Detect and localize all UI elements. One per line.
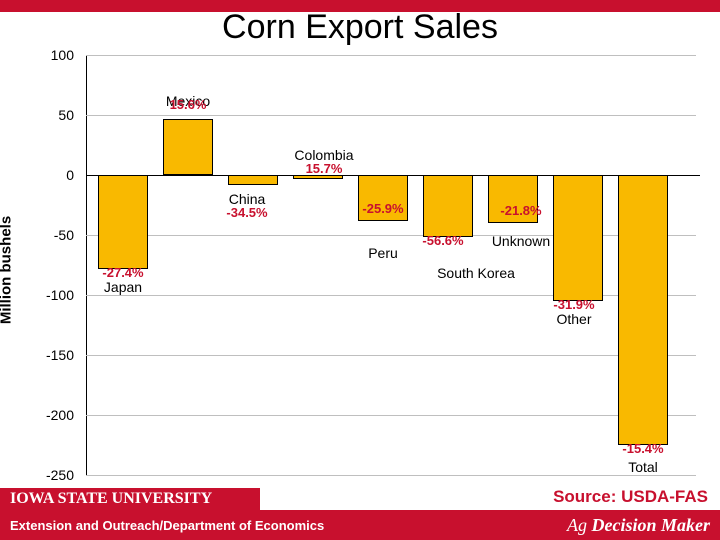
category-label: Unknown [492, 233, 550, 249]
value-label: -31.9% [553, 297, 594, 312]
gridline [86, 475, 696, 476]
plot-region: Japan-27.4%Mexico15.6%China-34.5%Colombi… [86, 55, 696, 475]
gridline [86, 295, 696, 296]
y-tick-label: 50 [12, 107, 74, 123]
gridline [86, 115, 696, 116]
page-title: Corn Export Sales [0, 8, 720, 47]
bar-south-korea [423, 175, 473, 237]
gridline [86, 55, 696, 56]
value-label: -15.4% [622, 441, 663, 456]
category-label: Total [628, 459, 658, 475]
value-label: -27.4% [102, 265, 143, 280]
bar-japan [98, 175, 148, 269]
value-label: -56.6% [422, 233, 463, 248]
y-axis-line [86, 55, 87, 475]
value-label: -25.9% [362, 201, 403, 216]
value-label: -21.8% [500, 203, 541, 218]
bar-mexico [163, 119, 213, 175]
gridline [86, 235, 696, 236]
value-label: 15.7% [306, 161, 343, 176]
gridline [86, 415, 696, 416]
y-tick-label: -150 [12, 347, 74, 363]
y-tick-label: -50 [12, 227, 74, 243]
source-text: Source: USDA-FAS [553, 487, 708, 507]
bar-other [553, 175, 603, 301]
bar-total [618, 175, 668, 445]
category-label: South Korea [437, 265, 515, 281]
gridline [86, 355, 696, 356]
isu-logo-bar: IOWA STATE UNIVERSITY [0, 488, 260, 510]
footer-ag: Ag [567, 515, 587, 535]
y-tick-label: 0 [12, 167, 74, 183]
footer-right-text: Ag Decision Maker [567, 515, 710, 536]
value-label: -34.5% [226, 205, 267, 220]
y-tick-label: -100 [12, 287, 74, 303]
bar-china [228, 175, 278, 185]
value-label: 15.6% [170, 97, 207, 112]
chart-area: Million bushels Japan-27.4%Mexico15.6%Ch… [12, 55, 708, 485]
isu-logo-text: IOWA STATE UNIVERSITY [10, 490, 212, 508]
category-label: Japan [104, 279, 142, 295]
y-tick-label: -250 [12, 467, 74, 483]
footer-left-text: Extension and Outreach/Department of Eco… [10, 518, 324, 533]
category-label: Other [556, 311, 591, 327]
footer-brand: Decision Maker [592, 515, 711, 535]
y-tick-label: 100 [12, 47, 74, 63]
y-tick-label: -200 [12, 407, 74, 423]
footer-bar: Extension and Outreach/Department of Eco… [0, 510, 720, 540]
category-label: Peru [368, 245, 398, 261]
